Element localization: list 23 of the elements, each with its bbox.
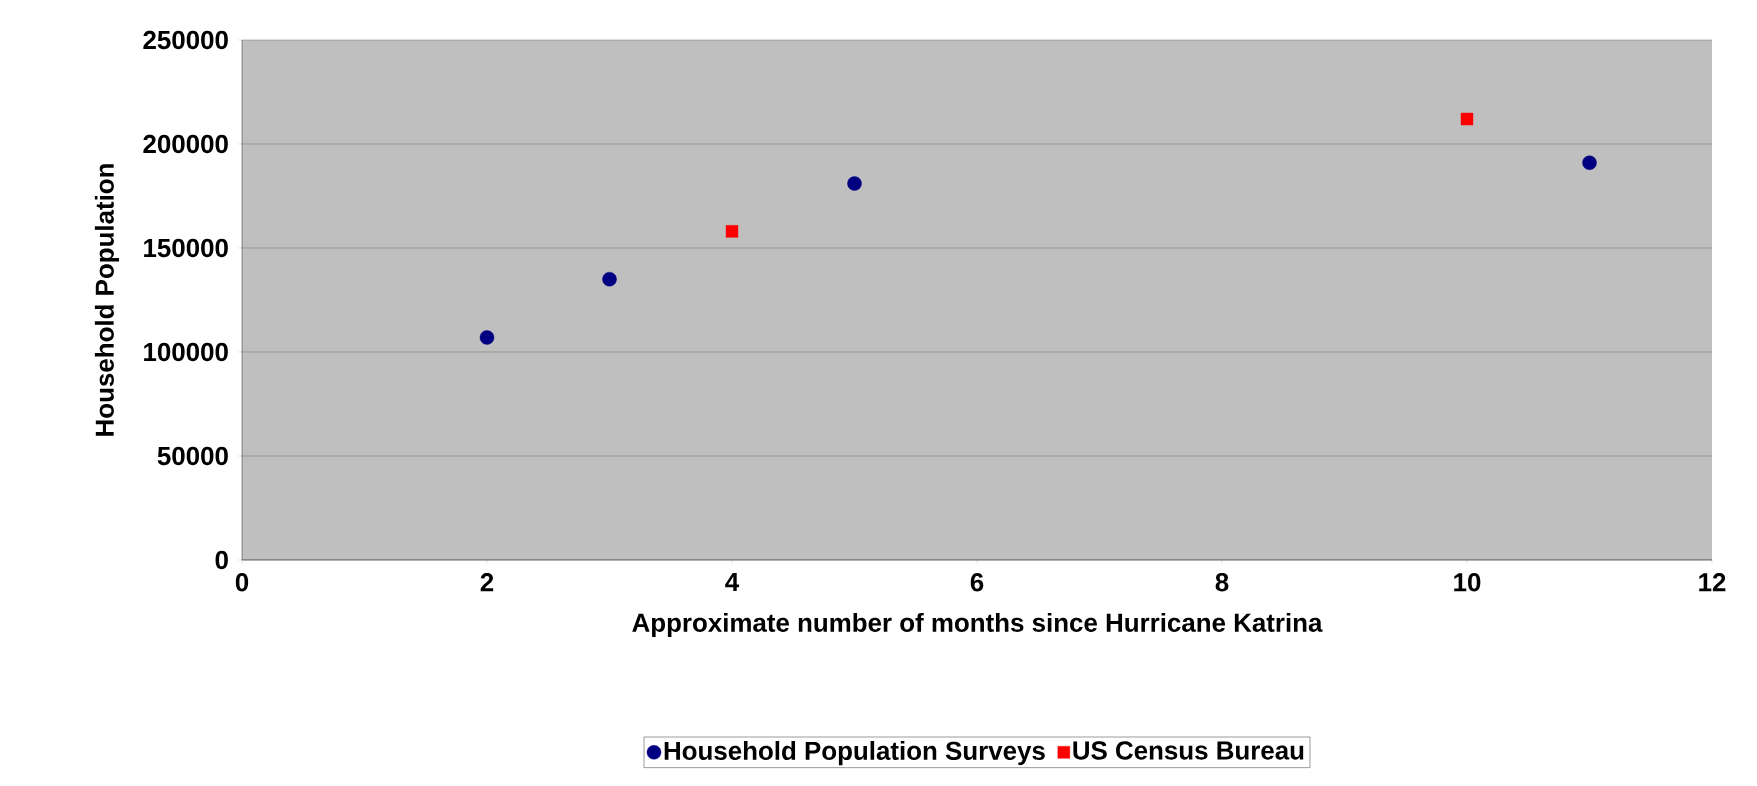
legend-label: US Census Bureau (1073, 741, 1304, 760)
y-axis-title: Household Population (94, 164, 120, 436)
legend-label: Household Population Surveys (664, 740, 1045, 766)
x-tick-label: 12 (1699, 573, 1726, 592)
point (479, 330, 495, 345)
y-tick-label: 250000 (143, 30, 228, 50)
x-tick-label: 2 (480, 573, 494, 592)
y-tick-label: 200000 (143, 134, 228, 154)
x-axis-title: Approximate number of months since Hurricane Katrina (632, 612, 1323, 638)
y-tick-label: 0 (215, 550, 228, 570)
point (725, 225, 739, 238)
y-tick-label: 150000 (144, 238, 228, 258)
point (1582, 155, 1597, 170)
point (1460, 112, 1474, 126)
x-tick-label: 4 (725, 573, 740, 591)
x-tick-label: 10 (1454, 573, 1481, 592)
y-tick-label: 100000 (144, 342, 228, 362)
x-tick-label: 8 (1215, 573, 1229, 592)
y-tick-label: 50000 (157, 446, 228, 466)
point (847, 176, 862, 191)
point (602, 272, 617, 287)
x-tick-label: 6 (970, 573, 984, 592)
x-tick-label: 0 (235, 573, 249, 592)
